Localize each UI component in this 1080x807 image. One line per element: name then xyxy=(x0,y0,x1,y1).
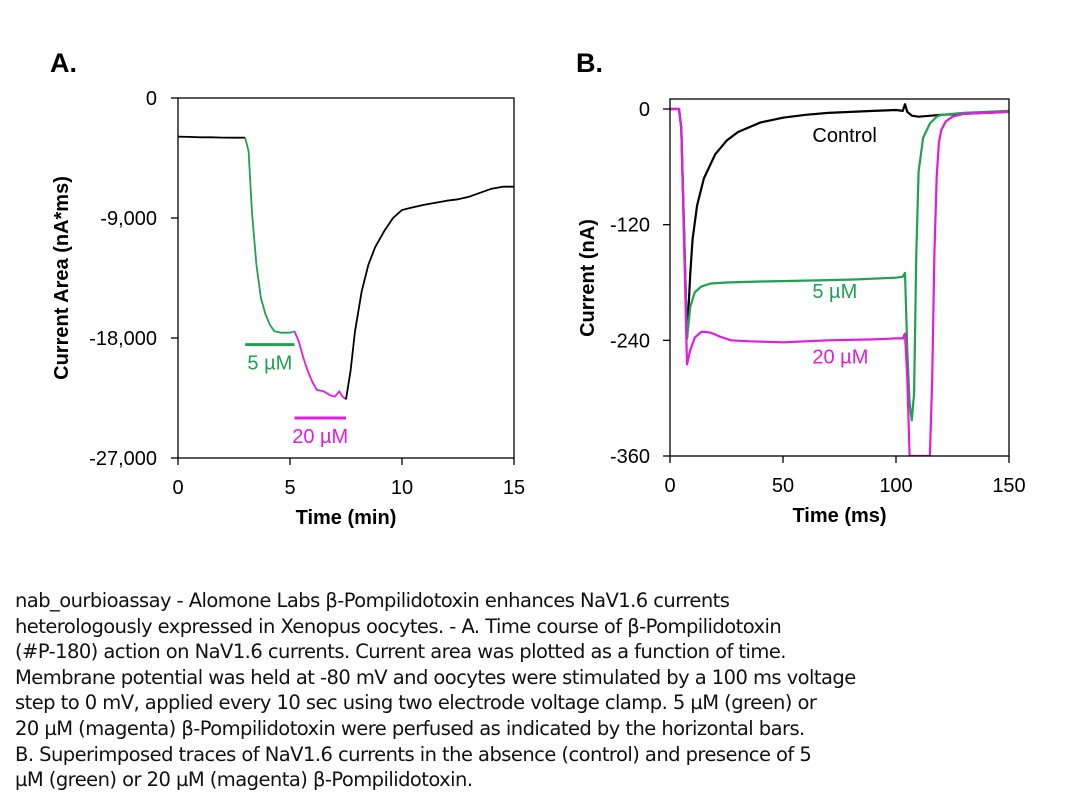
x-tick-label: 50 xyxy=(772,475,794,497)
series-line-washout xyxy=(345,185,514,400)
plot-frame xyxy=(669,98,1010,457)
perfusion-bar-label: 5 µM xyxy=(247,353,292,375)
trace-label: 20 µM xyxy=(812,346,868,368)
y-tick-label: -240 xyxy=(610,330,650,352)
y-tick-label: -18,000 xyxy=(89,328,157,350)
plot-frame xyxy=(177,97,515,459)
series-line-5-m xyxy=(670,107,1009,422)
series-line-control-before xyxy=(178,135,246,139)
x-tick-label: 150 xyxy=(992,475,1025,497)
x-tick-label: 5 xyxy=(284,477,295,499)
x-tick-label: 15 xyxy=(503,477,525,499)
panel-label: B. xyxy=(576,48,603,78)
y-tick-label: -120 xyxy=(610,215,650,237)
y-tick-label: 0 xyxy=(146,88,157,110)
caption-line: µM (green) or 20 µM (magenta) β-Pompilid… xyxy=(15,768,473,792)
x-tick-label: 0 xyxy=(172,477,183,499)
y-tick-label: -360 xyxy=(610,446,650,468)
y-tick-label: -27,000 xyxy=(89,448,157,470)
series-line-20-m xyxy=(293,330,347,401)
panel-label: A. xyxy=(50,48,77,78)
caption-line: B. Superimposed traces of NaV1.6 current… xyxy=(15,742,812,766)
series-line-5-m xyxy=(244,137,295,334)
caption-line: nab_ourbioassay - Alomone Labs β-Pompili… xyxy=(15,589,730,612)
x-tick-label: 10 xyxy=(391,477,413,499)
x-tick-label: 100 xyxy=(879,475,912,497)
figure: A. 0 -9,000 -18,000 -27,000 0 5 10 15 Time (min) C… xyxy=(50,48,1026,529)
trace-label: 5 µM xyxy=(812,281,857,303)
caption-line: (#P-180) action on NaV1.6 currents. Curr… xyxy=(15,640,786,664)
perfusion-bar-label: 20 µM xyxy=(292,426,348,448)
x-axis-label: Time (ms) xyxy=(792,505,886,527)
series-line-20-m xyxy=(670,107,1009,456)
caption-line: Membrane potential was held at -80 mV an… xyxy=(15,665,856,689)
y-axis-label: Current (nA) xyxy=(577,219,599,337)
figure-caption: nab_ourbioassay - Alomone Labs β-Pompili… xyxy=(15,588,1015,793)
caption-line: step to 0 mV, applied every 10 sec using… xyxy=(15,691,817,715)
series-line-control xyxy=(670,103,1009,340)
caption-line: 20 µM (magenta) β-Pompilidotoxin were pe… xyxy=(15,716,805,740)
y-tick-label: -9,000 xyxy=(100,208,157,230)
y-tick-label: 0 xyxy=(639,99,650,121)
x-axis-label: Time (min) xyxy=(296,507,397,529)
chart-panel-b: B. 0 -120 -240 -360 0 50 100 150 Time (ms) Current… xyxy=(576,48,1026,527)
caption-line: heterologously expressed in Xenopus oocy… xyxy=(15,614,782,638)
chart-panel-a: A. 0 -9,000 -18,000 -27,000 0 5 10 15 Time (min) C… xyxy=(50,48,525,529)
trace-label: Control xyxy=(812,125,876,147)
x-tick-label: 0 xyxy=(664,475,675,497)
y-axis-label: Current Area (nA*ms) xyxy=(51,176,73,380)
